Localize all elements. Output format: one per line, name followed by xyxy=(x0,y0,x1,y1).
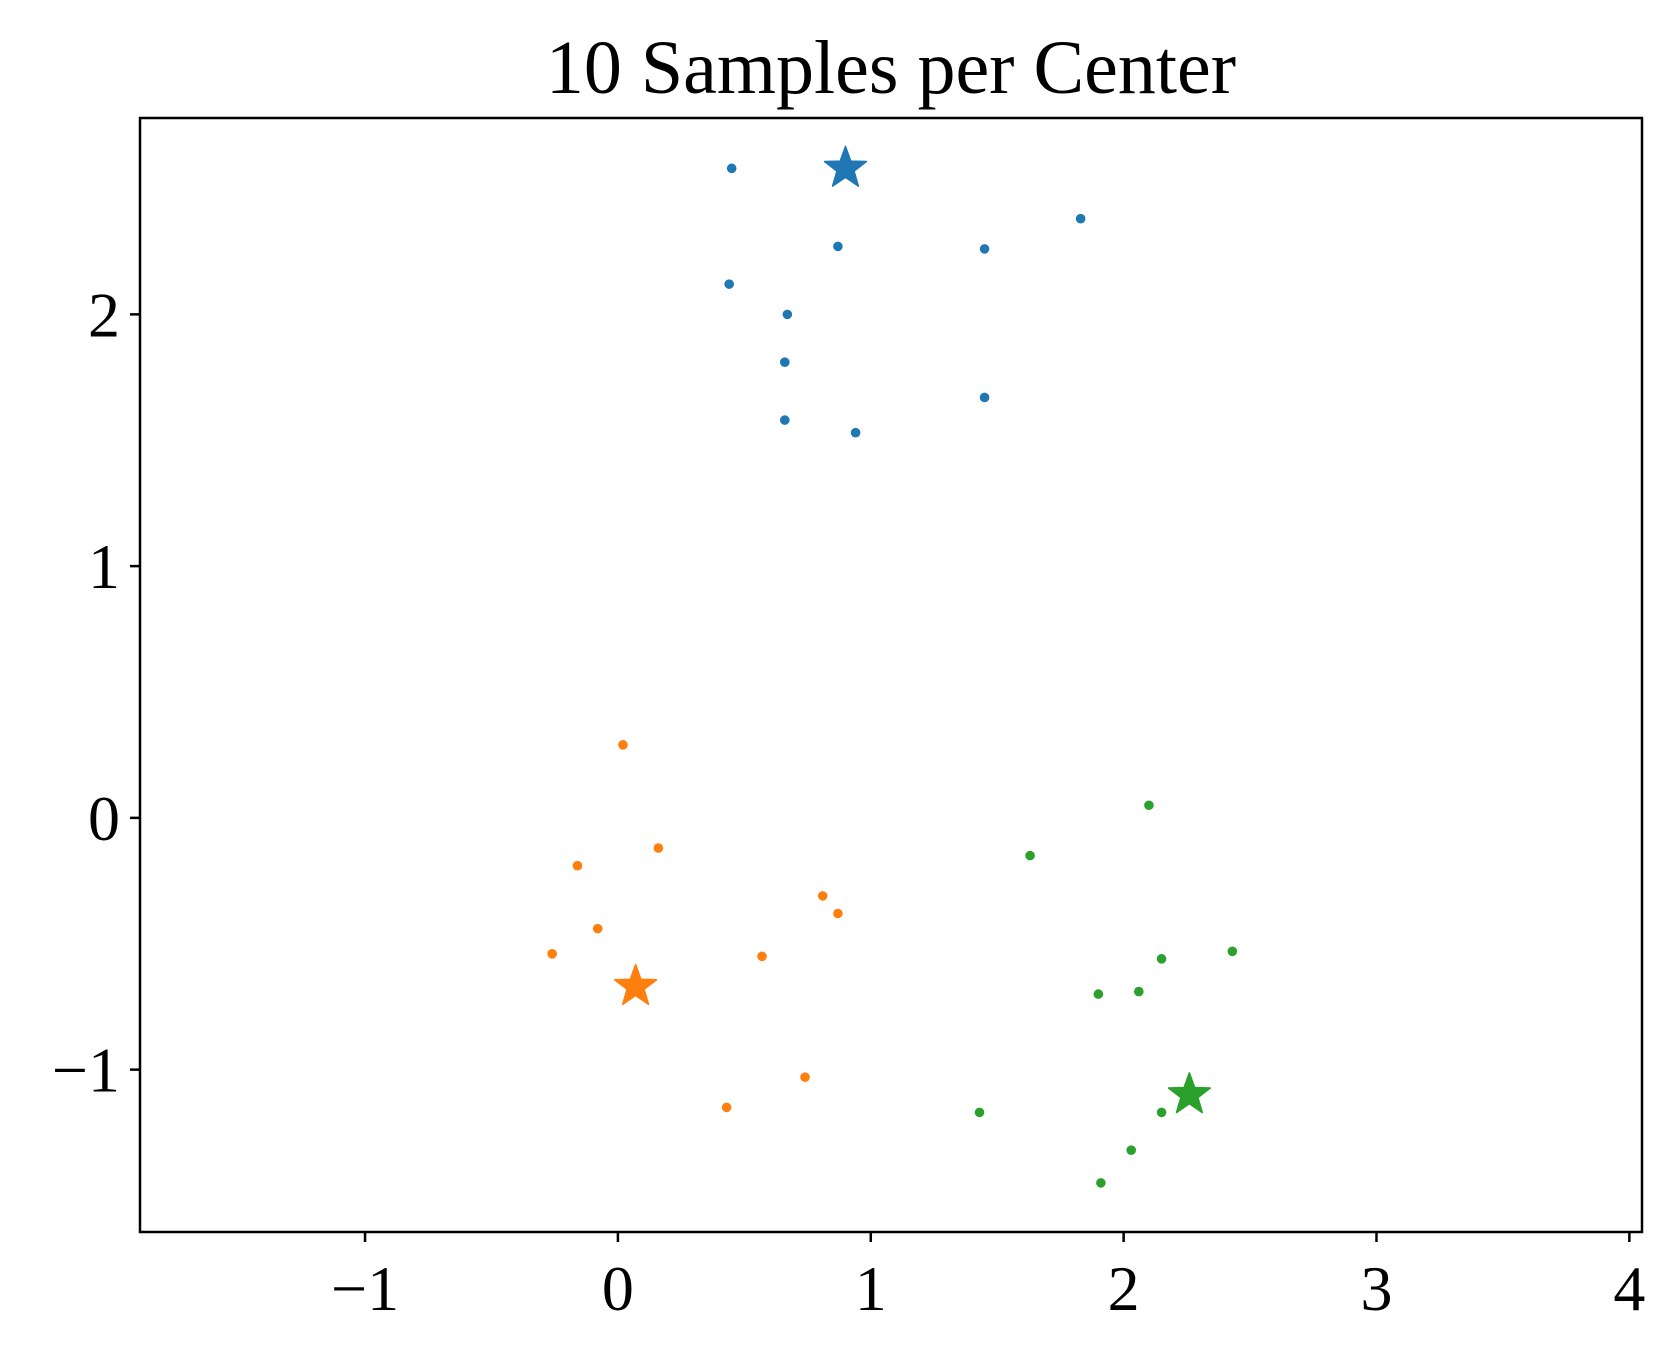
data-point xyxy=(757,951,767,962)
data-point xyxy=(782,309,793,320)
center-star-marker xyxy=(823,145,868,187)
data-point xyxy=(974,1107,985,1118)
y-tick-label: 2 xyxy=(88,279,120,350)
data-point xyxy=(653,843,664,853)
data-point xyxy=(1025,850,1035,861)
data-point xyxy=(724,279,734,289)
data-point xyxy=(1126,1145,1137,1155)
data-point xyxy=(850,427,861,438)
data-point xyxy=(592,923,603,934)
data-point xyxy=(833,908,843,919)
x-tick-label: 1 xyxy=(855,1253,887,1324)
data-point xyxy=(1156,1107,1167,1118)
data-point xyxy=(779,357,790,367)
data-point xyxy=(833,241,843,252)
data-point xyxy=(1144,800,1154,811)
y-tick-label: 1 xyxy=(88,531,120,602)
data-point xyxy=(618,740,628,750)
center-star-marker xyxy=(1167,1072,1212,1114)
x-tick-label: 4 xyxy=(1613,1253,1645,1324)
data-point xyxy=(779,415,790,425)
x-tick-label: −1 xyxy=(331,1253,399,1324)
y-tick-label: 0 xyxy=(88,783,120,854)
data-point xyxy=(800,1072,810,1082)
data-point xyxy=(1134,986,1144,997)
data-point xyxy=(1075,213,1086,224)
data-point xyxy=(1093,989,1104,999)
x-tick-label: 2 xyxy=(1108,1253,1140,1324)
data-point xyxy=(979,392,990,403)
axes-frame xyxy=(138,116,1644,1234)
data-point xyxy=(817,891,828,901)
data-point xyxy=(1096,1178,1106,1188)
data-point xyxy=(1156,954,1167,964)
axis-ticks: −1 0 1 2 3 4 −1 0 1 2 xyxy=(52,279,1645,1324)
data-point xyxy=(547,949,557,959)
chart-title: 10 Samples per Center xyxy=(546,26,1236,110)
plot-area xyxy=(547,145,1238,1188)
data-point xyxy=(572,860,583,871)
data-point xyxy=(721,1102,732,1113)
center-star-marker xyxy=(613,963,658,1006)
x-tick-label: 0 xyxy=(602,1253,634,1324)
x-tick-label: 3 xyxy=(1360,1253,1392,1324)
data-point xyxy=(1227,946,1238,957)
data-point xyxy=(726,163,737,174)
y-tick-label: −1 xyxy=(52,1035,120,1106)
data-point xyxy=(979,244,990,254)
